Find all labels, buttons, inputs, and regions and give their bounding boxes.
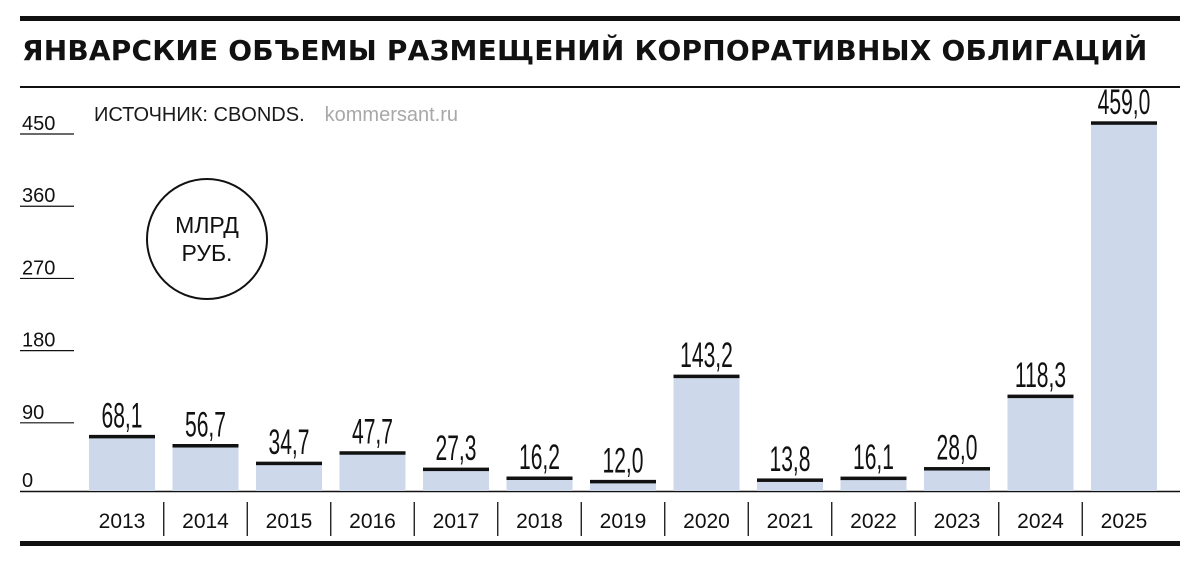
x-tick-label: 2022 <box>850 510 897 533</box>
bar-cap <box>423 467 489 472</box>
value-label: 118,3 <box>1015 357 1066 396</box>
value-label: 47,7 <box>352 413 393 452</box>
bar-cap <box>339 451 406 455</box>
value-label: 34,7 <box>269 424 310 463</box>
chart-title: ЯНВАРСКИЕ ОБЪЕМЫ РАЗМЕЩЕНИЙ КОРПОРАТИВНЫ… <box>22 34 1148 67</box>
value-label: 68,1 <box>102 397 143 436</box>
bar-cap <box>924 467 990 471</box>
x-tick-label: 2018 <box>516 510 563 533</box>
x-tick-label: 2014 <box>182 510 229 533</box>
x-tick-label: 2017 <box>433 510 480 533</box>
unit-line-1: МЛРД <box>175 212 239 238</box>
x-tick-label: 2025 <box>1101 510 1148 533</box>
value-label: 13,8 <box>770 440 811 479</box>
bar <box>1091 122 1157 491</box>
y-tick-label: 90 <box>22 402 44 424</box>
bar-cap <box>840 476 907 481</box>
value-label: 28,0 <box>937 429 978 468</box>
bar <box>590 481 656 491</box>
x-tick-label: 2024 <box>1017 510 1064 533</box>
bar-cap <box>590 479 656 484</box>
value-label: 459,0 <box>1098 83 1151 122</box>
site-label: kommersant.ru <box>324 104 458 126</box>
x-tick-label: 2020 <box>683 510 730 533</box>
unit-badge: МЛРД РУБ. <box>146 178 268 300</box>
unit-line-2: РУБ. <box>181 240 233 266</box>
bar <box>673 376 740 491</box>
x-tick-label: 2021 <box>767 510 814 533</box>
bar <box>757 479 823 491</box>
title-top-rule <box>20 16 1180 21</box>
bar-cap <box>757 478 823 482</box>
bar-cap <box>1091 121 1157 125</box>
bottom-rule <box>20 541 1180 546</box>
value-label: 12,0 <box>603 442 644 481</box>
bar-cap <box>172 444 239 448</box>
value-label: 143,2 <box>680 337 733 376</box>
x-tick-label: 2016 <box>349 510 396 533</box>
bar <box>1007 396 1074 491</box>
value-label: 16,1 <box>853 439 894 478</box>
bar <box>172 445 239 491</box>
bar <box>423 469 489 491</box>
value-label: 27,3 <box>436 430 477 469</box>
x-tick-label: 2015 <box>266 510 313 533</box>
bar <box>339 452 406 491</box>
value-label: 56,7 <box>185 406 226 445</box>
bar-cap <box>89 434 155 439</box>
bar-cap <box>256 461 322 466</box>
bar-cap <box>673 374 740 379</box>
y-tick-label: 0 <box>22 470 33 492</box>
bar <box>506 478 573 491</box>
source-label: ИСТОЧНИК: CBONDS. <box>94 104 305 126</box>
title-bottom-rule <box>20 86 1180 88</box>
bar <box>924 468 990 491</box>
value-label: 16,2 <box>519 439 560 478</box>
bar-cap <box>1007 394 1074 399</box>
x-tick-label: 2013 <box>99 510 146 533</box>
bar <box>840 478 907 491</box>
y-tick-label: 360 <box>22 185 55 207</box>
x-tick-label: 2023 <box>934 510 981 533</box>
source-line: ИСТОЧНИК: CBONDS. kommersant.ru <box>94 104 458 127</box>
bar <box>256 463 322 491</box>
bar-cap <box>506 476 573 481</box>
y-tick-label: 450 <box>22 113 55 135</box>
x-tick-label: 2019 <box>600 510 647 533</box>
bar <box>89 436 155 491</box>
y-tick-label: 270 <box>22 257 55 279</box>
y-tick-label: 180 <box>22 330 55 352</box>
